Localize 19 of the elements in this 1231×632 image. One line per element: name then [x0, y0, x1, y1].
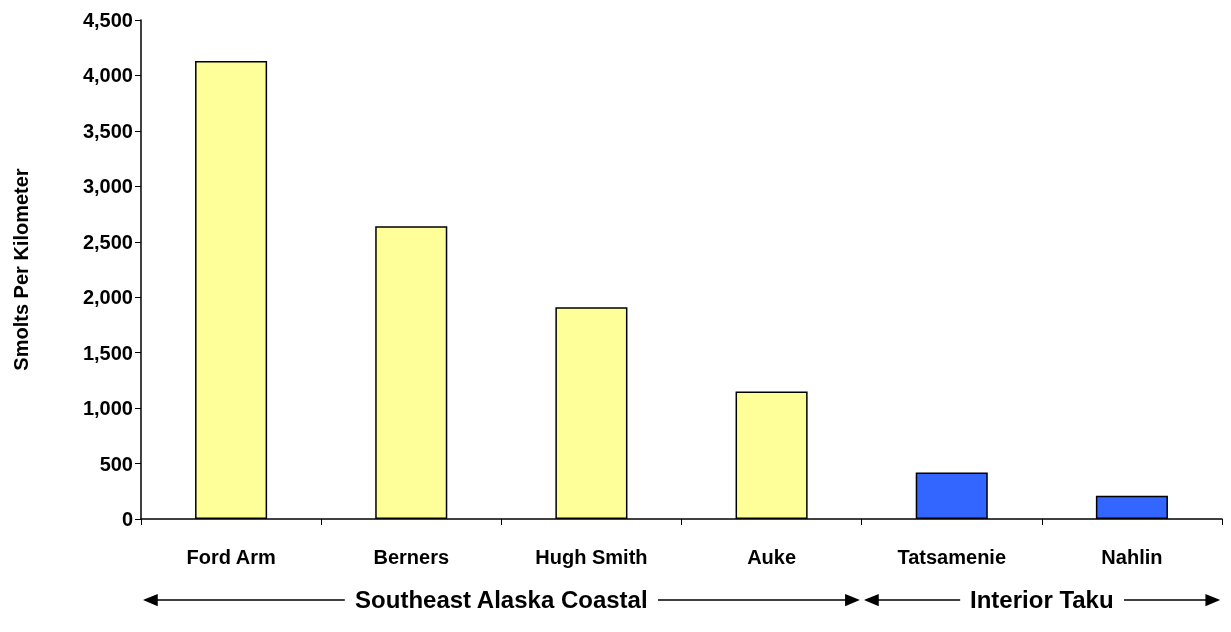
- y-tick-label: 3,500: [82, 119, 133, 142]
- x-tick-label: Ford Arm: [186, 546, 276, 568]
- y-tick-label: 4,500: [82, 9, 133, 31]
- y-tick-label: 0: [121, 508, 133, 530]
- x-tick-label: Auke: [747, 546, 797, 568]
- y-tick-label: 2,000: [82, 286, 133, 309]
- x-tick-label: Nahlin: [1101, 546, 1163, 568]
- y-tick-label: 1,000: [82, 397, 133, 420]
- y-axis-title: Smolts Per Kilometer: [10, 168, 32, 371]
- y-tick-label: 4,000: [82, 64, 133, 87]
- y-tick-label: 1,500: [82, 341, 133, 364]
- x-tick-label: Berners: [373, 546, 450, 568]
- y-tick-label: 500: [99, 452, 133, 475]
- text: Southeast Alaska Coastal: [355, 586, 648, 614]
- y-tick-label: 3,000: [82, 175, 133, 198]
- x-tick-label: Tatsamenie: [897, 546, 1007, 568]
- text: Interior Taku: [970, 586, 1114, 614]
- y-tick-label: 2,500: [82, 230, 133, 253]
- x-tick-label: Hugh Smith: [535, 546, 648, 568]
